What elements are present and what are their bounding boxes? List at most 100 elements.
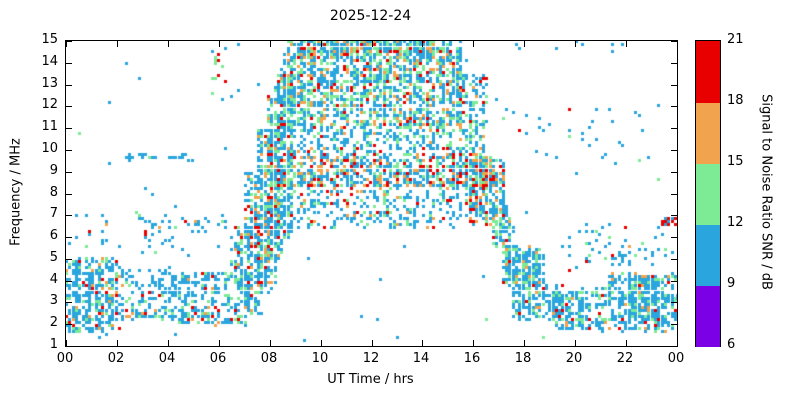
x-tick-label: 02 (107, 351, 125, 366)
colorbar-tick-label: 15 (727, 154, 744, 169)
y-tick-label: 15 (41, 32, 58, 47)
y-tick-mark-right (671, 150, 677, 151)
plot-area (65, 40, 678, 347)
y-tick-label: 11 (41, 119, 58, 134)
x-tick-mark-top (117, 41, 118, 47)
y-tick-mark-right (671, 106, 677, 107)
y-tick-label: 2 (49, 315, 58, 330)
y-tick-label: 3 (49, 293, 58, 308)
x-tick-mark (524, 340, 525, 346)
x-tick-mark (473, 340, 474, 346)
y-tick-mark-right (671, 215, 677, 216)
x-tick-mark-top (270, 41, 271, 47)
y-tick-label: 7 (49, 206, 58, 221)
chart-title: 2025-12-24 (329, 8, 412, 24)
y-tick-mark (66, 215, 72, 216)
y-tick-mark (66, 85, 72, 86)
x-tick-mark-top (372, 41, 373, 47)
x-tick-label: 14 (412, 351, 430, 366)
x-tick-mark-top (168, 41, 169, 47)
y-tick-mark (66, 302, 72, 303)
colorbar-tick-label: 6 (727, 337, 736, 352)
x-tick-label: 04 (158, 351, 176, 366)
x-tick-mark-top (626, 41, 627, 47)
x-tick-mark-top (66, 41, 67, 47)
y-tick-label: 9 (49, 163, 58, 178)
y-tick-mark-right (671, 237, 677, 238)
x-tick-label: 18 (514, 351, 532, 366)
y-tick-mark (66, 150, 72, 151)
x-tick-mark (117, 340, 118, 346)
x-tick-mark-top (677, 41, 678, 47)
x-tick-mark (626, 340, 627, 346)
colorbar-segment (696, 41, 720, 103)
y-tick-mark (66, 346, 72, 347)
colorbar-label: Signal to Noise Ratio SNR / dB (758, 94, 774, 290)
y-tick-mark (66, 259, 72, 260)
x-tick-mark-top (422, 41, 423, 47)
colorbar-tick-label: 21 (727, 32, 744, 47)
x-tick-mark-top (321, 41, 322, 47)
y-tick-label: 12 (41, 97, 58, 112)
y-tick-mark-right (671, 172, 677, 173)
y-tick-mark (66, 281, 72, 282)
colorbar-tick-label: 18 (727, 93, 744, 108)
x-tick-label: 10 (311, 351, 329, 366)
x-tick-mark-top (524, 41, 525, 47)
colorbar-segment (696, 163, 720, 225)
y-tick-label: 13 (41, 76, 58, 91)
y-tick-label: 4 (49, 272, 58, 287)
y-tick-mark-right (671, 63, 677, 64)
x-tick-label: 00 (667, 351, 685, 366)
y-tick-mark-right (671, 194, 677, 195)
colorbar-tick-label: 12 (727, 215, 744, 230)
x-tick-mark (422, 340, 423, 346)
y-tick-mark (66, 106, 72, 107)
x-tick-mark (66, 340, 67, 346)
y-tick-label: 14 (41, 54, 58, 69)
y-tick-mark (66, 128, 72, 129)
y-tick-mark (66, 194, 72, 195)
y-tick-label: 5 (49, 250, 58, 265)
y-tick-mark-right (671, 41, 677, 42)
x-tick-mark (168, 340, 169, 346)
colorbar-segment (696, 102, 720, 164)
y-tick-mark-right (671, 281, 677, 282)
x-tick-mark (677, 340, 678, 346)
scatter-canvas (66, 41, 677, 346)
y-tick-mark-right (671, 259, 677, 260)
x-tick-label: 22 (616, 351, 634, 366)
x-tick-label: 20 (565, 351, 583, 366)
y-axis-label: Frequency / MHz (8, 138, 24, 246)
y-tick-label: 8 (49, 185, 58, 200)
y-tick-mark (66, 41, 72, 42)
y-tick-mark-right (671, 302, 677, 303)
x-tick-label: 00 (56, 351, 74, 366)
x-tick-mark (270, 340, 271, 346)
x-tick-mark-top (219, 41, 220, 47)
x-tick-mark-top (575, 41, 576, 47)
x-tick-label: 06 (209, 351, 227, 366)
x-tick-label: 08 (260, 351, 278, 366)
x-tick-label: 12 (362, 351, 380, 366)
colorbar-tick-label: 9 (727, 276, 736, 291)
y-tick-mark-right (671, 128, 677, 129)
y-tick-mark (66, 63, 72, 64)
y-tick-mark-right (671, 85, 677, 86)
y-tick-mark-right (671, 346, 677, 347)
x-tick-label: 16 (463, 351, 481, 366)
x-tick-mark-top (473, 41, 474, 47)
y-tick-label: 1 (49, 337, 58, 352)
y-tick-mark (66, 172, 72, 173)
x-tick-mark (575, 340, 576, 346)
y-tick-label: 10 (41, 141, 58, 156)
y-tick-mark-right (671, 324, 677, 325)
x-tick-mark (321, 340, 322, 346)
x-axis-label: UT Time / hrs (327, 372, 414, 387)
colorbar (695, 40, 721, 347)
y-tick-label: 6 (49, 228, 58, 243)
y-tick-mark (66, 237, 72, 238)
colorbar-segment (696, 224, 720, 286)
x-tick-mark (219, 340, 220, 346)
